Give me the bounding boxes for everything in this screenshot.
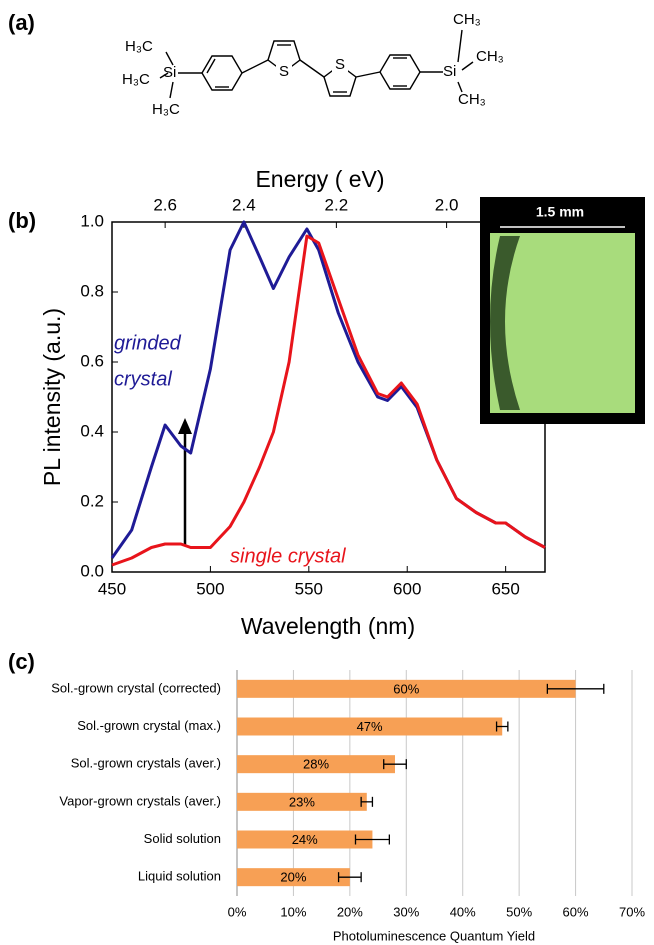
x-axis-title: Photoluminescence Quantum Yield — [333, 928, 535, 943]
x-tick-label: 50% — [506, 904, 532, 919]
value-label: 28% — [303, 757, 329, 772]
y-tick-label: Sol.-grown crystal (max.) — [77, 718, 221, 733]
y-tick-label: Sol.-grown crystals (aver.) — [71, 756, 221, 771]
atom-label: CH₃ — [476, 48, 504, 65]
y-tick-label: Sol.-grown crystal (corrected) — [51, 680, 221, 695]
molecule — [160, 30, 473, 98]
atom-label: S — [335, 56, 345, 73]
top-axis-title: Energy ( eV) — [255, 166, 384, 192]
atom-label: Si — [163, 64, 176, 81]
atom-label: S — [279, 63, 289, 80]
y-tick-label: 0.4 — [80, 421, 104, 440]
annotation: single crystal — [230, 545, 346, 567]
x-tick-label: 60% — [563, 904, 589, 919]
x-tick-label: 650 — [491, 579, 519, 598]
atom-label: Si — [443, 63, 456, 80]
atom-label: H₃C — [125, 38, 153, 55]
y-tick-label: 1.0 — [80, 211, 104, 230]
y-tick-label: 0.8 — [80, 281, 104, 300]
top-tick-label: 2.0 — [435, 195, 459, 214]
x-tick-label: 20% — [337, 904, 363, 919]
y-tick-label: 0.2 — [80, 491, 104, 510]
annotation: grinded — [114, 332, 182, 354]
top-tick-label: 2.6 — [153, 195, 177, 214]
atom-label: CH₃ — [453, 11, 481, 28]
inset-scale-label: 1.5 mm — [536, 204, 584, 220]
x-tick-label: 40% — [450, 904, 476, 919]
figure: (a) H₃C Si H₃C H₃C S S CH₃ Si CH₃ CH₃ (b… — [0, 0, 654, 945]
top-tick-label: 2.4 — [232, 195, 256, 214]
value-label: 24% — [292, 832, 318, 847]
annotation: crystal — [114, 368, 172, 390]
x-tick-label: 10% — [280, 904, 306, 919]
atom-label: H₃C — [122, 71, 150, 88]
x-tick-label: 0% — [228, 904, 247, 919]
value-label: 20% — [280, 870, 306, 885]
arrow — [178, 418, 192, 546]
y-tick-label: Vapor-grown crystals (aver.) — [59, 793, 221, 808]
x-tick-label: 550 — [295, 579, 323, 598]
y-tick-label: 0.0 — [80, 561, 104, 580]
y-tick-label: 0.6 — [80, 351, 104, 370]
value-label: 60% — [393, 681, 419, 696]
x-tick-label: 500 — [196, 579, 224, 598]
y-tick-label: Solid solution — [144, 831, 221, 846]
x-tick-label: 450 — [98, 579, 126, 598]
x-tick-label: 70% — [619, 904, 645, 919]
x-tick-label: 30% — [393, 904, 419, 919]
atom-label: CH₃ — [458, 91, 486, 108]
panel-label: (c) — [8, 649, 35, 674]
x-axis-title: Wavelength (nm) — [241, 613, 415, 639]
atom-label: H₃C — [152, 101, 180, 118]
value-label: 47% — [357, 719, 383, 734]
value-label: 23% — [289, 794, 315, 809]
panel-label: (b) — [8, 208, 36, 233]
x-tick-label: 600 — [393, 579, 421, 598]
y-tick-label: Liquid solution — [138, 869, 221, 884]
top-tick-label: 2.2 — [325, 195, 349, 214]
y-axis-title: PL intensity (a.u.) — [39, 308, 65, 486]
inset-photo — [480, 197, 645, 424]
panel-label: (a) — [8, 10, 35, 35]
